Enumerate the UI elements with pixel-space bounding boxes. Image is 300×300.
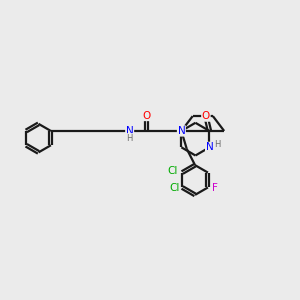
Text: F: F [212,183,218,193]
Text: N: N [206,142,213,152]
Text: Cl: Cl [169,183,180,193]
Text: O: O [202,111,210,121]
Text: Cl: Cl [167,167,178,176]
Text: N: N [126,126,134,136]
Text: H: H [127,134,133,142]
Text: N: N [178,126,185,136]
Text: H: H [214,140,220,149]
Text: O: O [143,110,151,121]
